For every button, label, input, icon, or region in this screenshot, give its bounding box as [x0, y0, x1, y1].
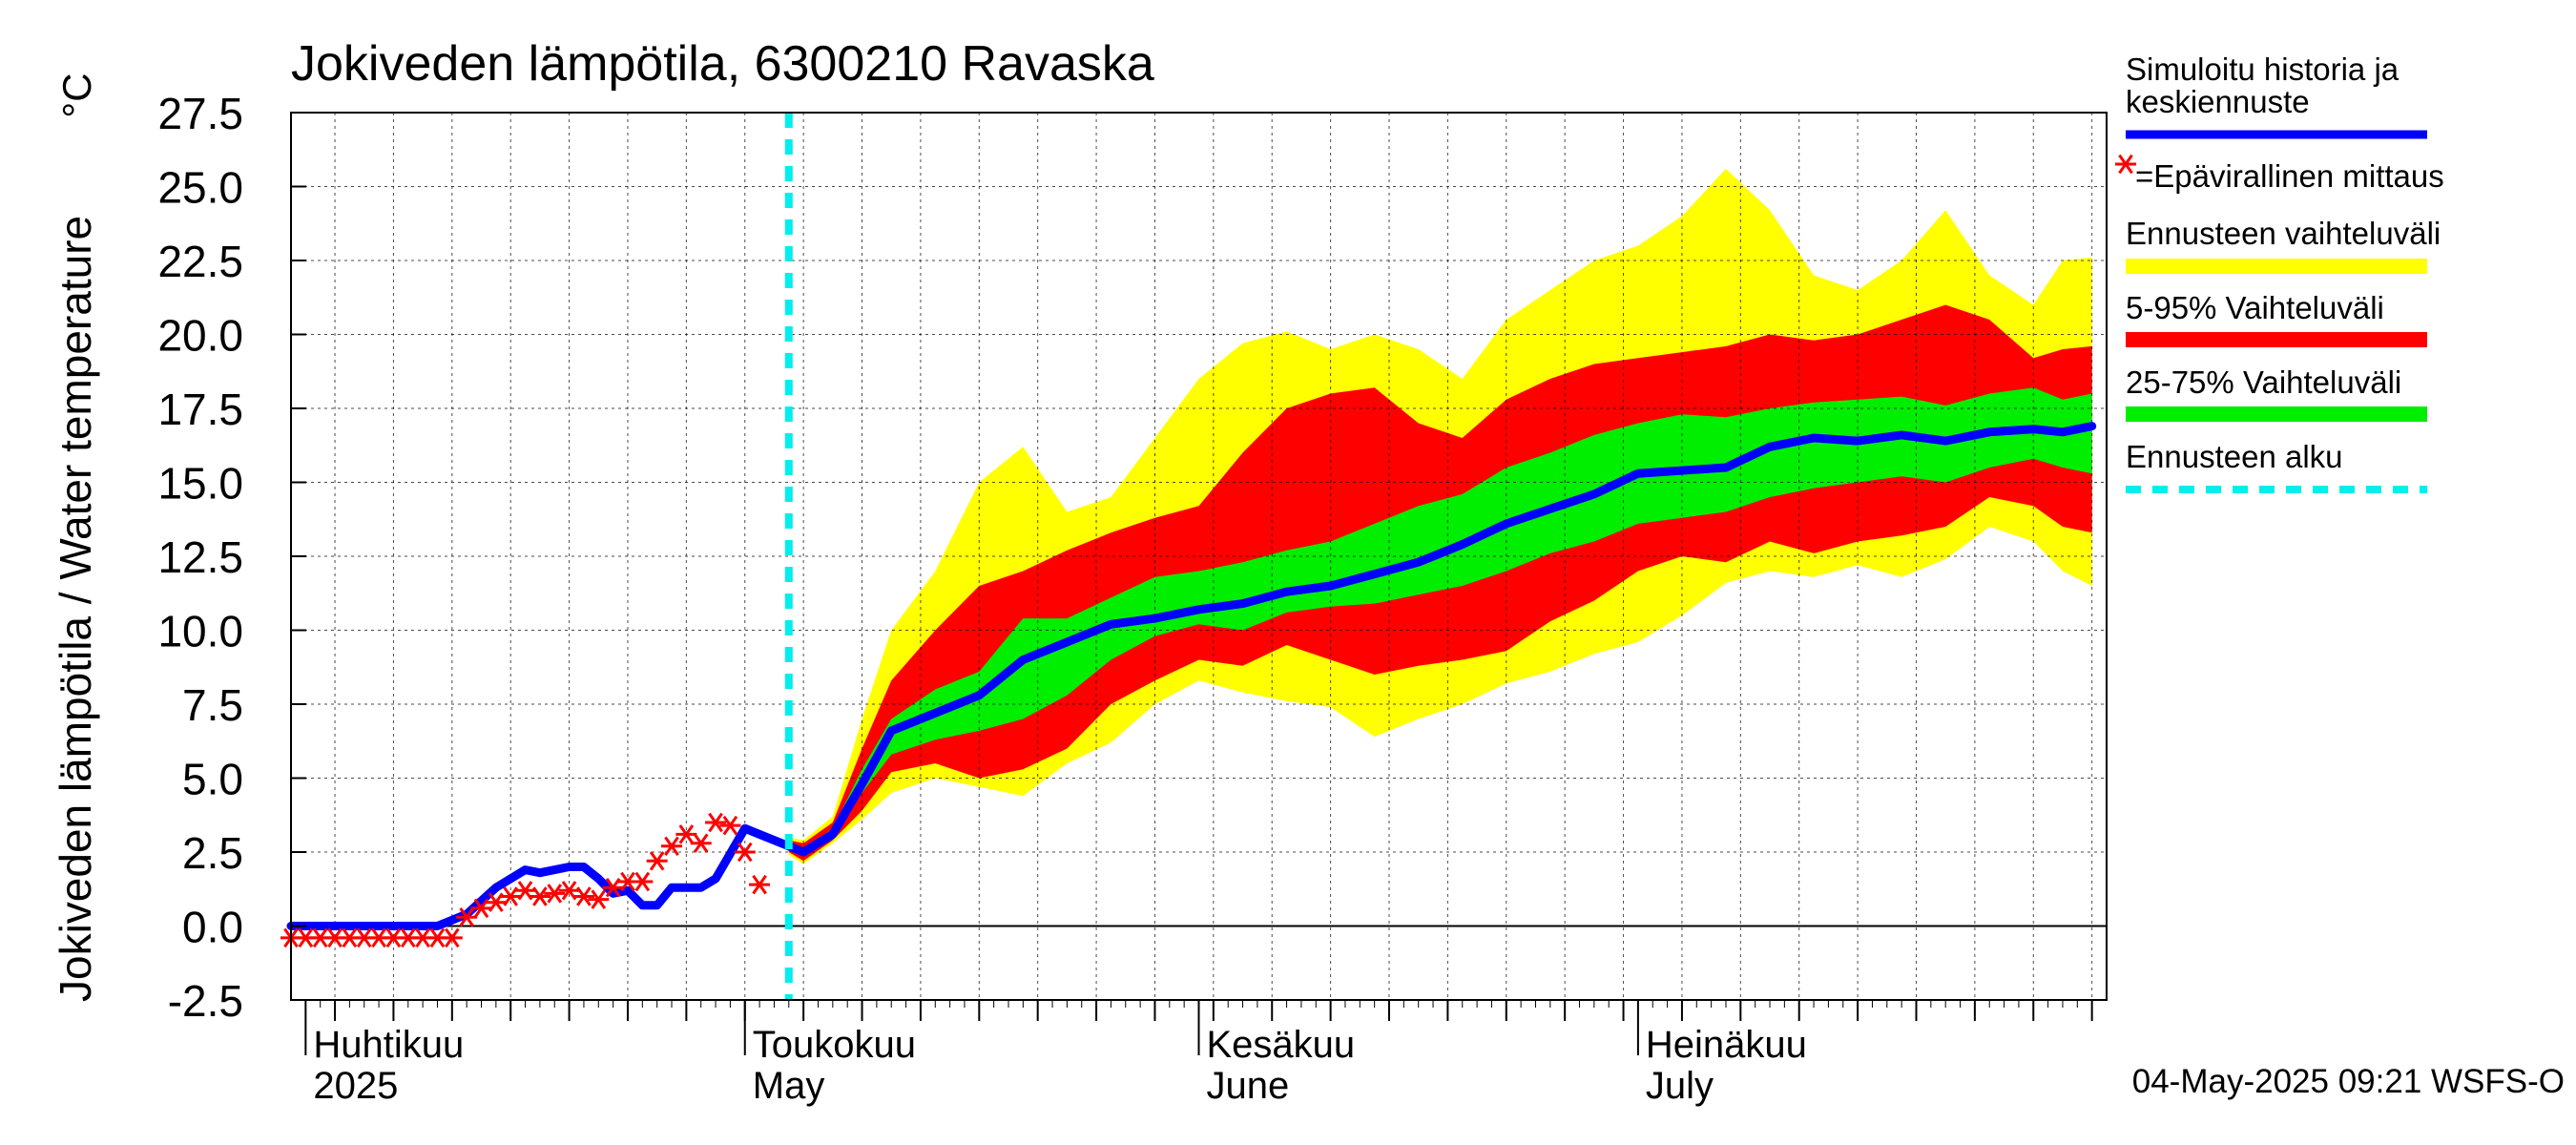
y-axis-label: Jokiveden lämpötila / Water temperature [51, 216, 100, 1002]
y-tick-labels: -2.5 0.0 2.5 5.0 7.5 10.0 12.5 15.0 17.5 20.0 22.5… [157, 89, 243, 1026]
observation-point [661, 836, 683, 857]
timestamp: 04-May-2025 09:21 WSFS-O [2132, 1063, 2565, 1100]
star-stroke [2118, 154, 2133, 175]
legend-label-p5-95: 5-95% Vaihteluväli [2126, 290, 2384, 325]
y-tick-label: 25.0 [157, 163, 243, 213]
observation-point [705, 812, 727, 833]
star-stroke [312, 927, 328, 948]
legend-swatch-observation [2115, 154, 2136, 175]
month-label-fi: Huhtikuu [313, 1024, 464, 1066]
observation-point [719, 815, 741, 836]
star-stroke [415, 927, 430, 948]
star-stroke [722, 815, 738, 836]
legend-label-observation: =Epävirallinen mittaus [2135, 158, 2444, 194]
star-stroke [547, 884, 563, 904]
y-tick-label: 27.5 [157, 89, 243, 138]
star-stroke [532, 886, 548, 906]
star-stroke [752, 874, 767, 895]
legend-label-mean: Simuloitu historia ja keskiennuste [2126, 52, 2407, 119]
y-tick-label: 15.0 [157, 459, 243, 509]
observation-point [646, 851, 668, 871]
star-stroke [693, 833, 709, 853]
legend-label-forecast-start: Ennusteen alku [2126, 439, 2343, 474]
star-stroke [356, 927, 372, 948]
observation-point [456, 906, 478, 927]
month-label-fi: Kesäkuu [1207, 1024, 1356, 1066]
star-stroke [517, 881, 533, 901]
star-stroke [576, 886, 592, 906]
axis-ticks [291, 112, 2093, 1055]
y-tick-label: 12.5 [157, 532, 243, 582]
star-stroke [561, 881, 577, 901]
y-tick-label: 7.5 [182, 680, 243, 730]
observation-points [280, 812, 771, 948]
y-tick-label: 0.0 [182, 903, 243, 952]
star-stroke [678, 824, 695, 844]
star-stroke [400, 927, 416, 948]
month-label-en: May [753, 1065, 825, 1107]
legend-label-mean-line1: Simuloitu historia ja [2126, 52, 2399, 87]
y-tick-label: 5.0 [182, 755, 243, 804]
y-tick-label: 22.5 [157, 237, 243, 286]
star-stroke [342, 927, 358, 948]
star-stroke [649, 851, 665, 871]
star-stroke [591, 889, 607, 909]
forecast-bands [788, 168, 2092, 864]
chart-grid [291, 113, 2107, 1000]
star-stroke [664, 836, 679, 857]
month-label-fi: Toukokuu [753, 1024, 916, 1066]
star-stroke [298, 927, 314, 948]
observation-point [734, 842, 756, 863]
y-tick-label: 10.0 [157, 607, 243, 656]
month-label-en: July [1646, 1065, 1714, 1107]
y-tick-label: 20.0 [157, 311, 243, 361]
y-tick-label: 17.5 [157, 385, 243, 434]
month-label-en: 2025 [313, 1065, 398, 1107]
y-axis-unit: °C [54, 73, 99, 117]
star-stroke [371, 927, 386, 948]
observation-point [632, 871, 654, 892]
observation-point [749, 874, 771, 895]
star-stroke [429, 927, 446, 948]
star-stroke [620, 871, 635, 892]
observation-point [441, 927, 463, 948]
legend-label-p25-75: 25-75% Vaihteluväli [2126, 364, 2401, 400]
legend-label-range: Ennusteen vaihteluväli [2126, 216, 2441, 251]
star-stroke [459, 906, 474, 927]
legend-label-mean-line2: keskiennuste [2126, 84, 2310, 119]
observation-point [572, 886, 594, 906]
star-stroke [737, 842, 753, 863]
star-stroke [327, 927, 343, 948]
star-stroke [708, 812, 723, 833]
legend: Simuloitu historia ja keskiennuste =Epäv… [2115, 52, 2444, 493]
observation-point [588, 889, 610, 909]
y-tick-label: -2.5 [168, 976, 243, 1026]
observation-point [675, 824, 697, 844]
chart-title: Jokiveden lämpötila, 6300210 Ravaska [291, 36, 1154, 92]
observation-point [690, 833, 712, 853]
observation-point [529, 886, 551, 906]
star-stroke [634, 871, 651, 892]
star-stroke [385, 927, 402, 948]
observation-point [544, 884, 566, 904]
y-tick-label: 2.5 [182, 828, 243, 878]
mean-temperature-line [286, 422, 2097, 930]
legend-star-icon [2115, 154, 2136, 175]
month-label-fi: Heinäkuu [1646, 1024, 1807, 1066]
month-label-en: June [1207, 1065, 1290, 1107]
star-stroke [444, 927, 460, 948]
